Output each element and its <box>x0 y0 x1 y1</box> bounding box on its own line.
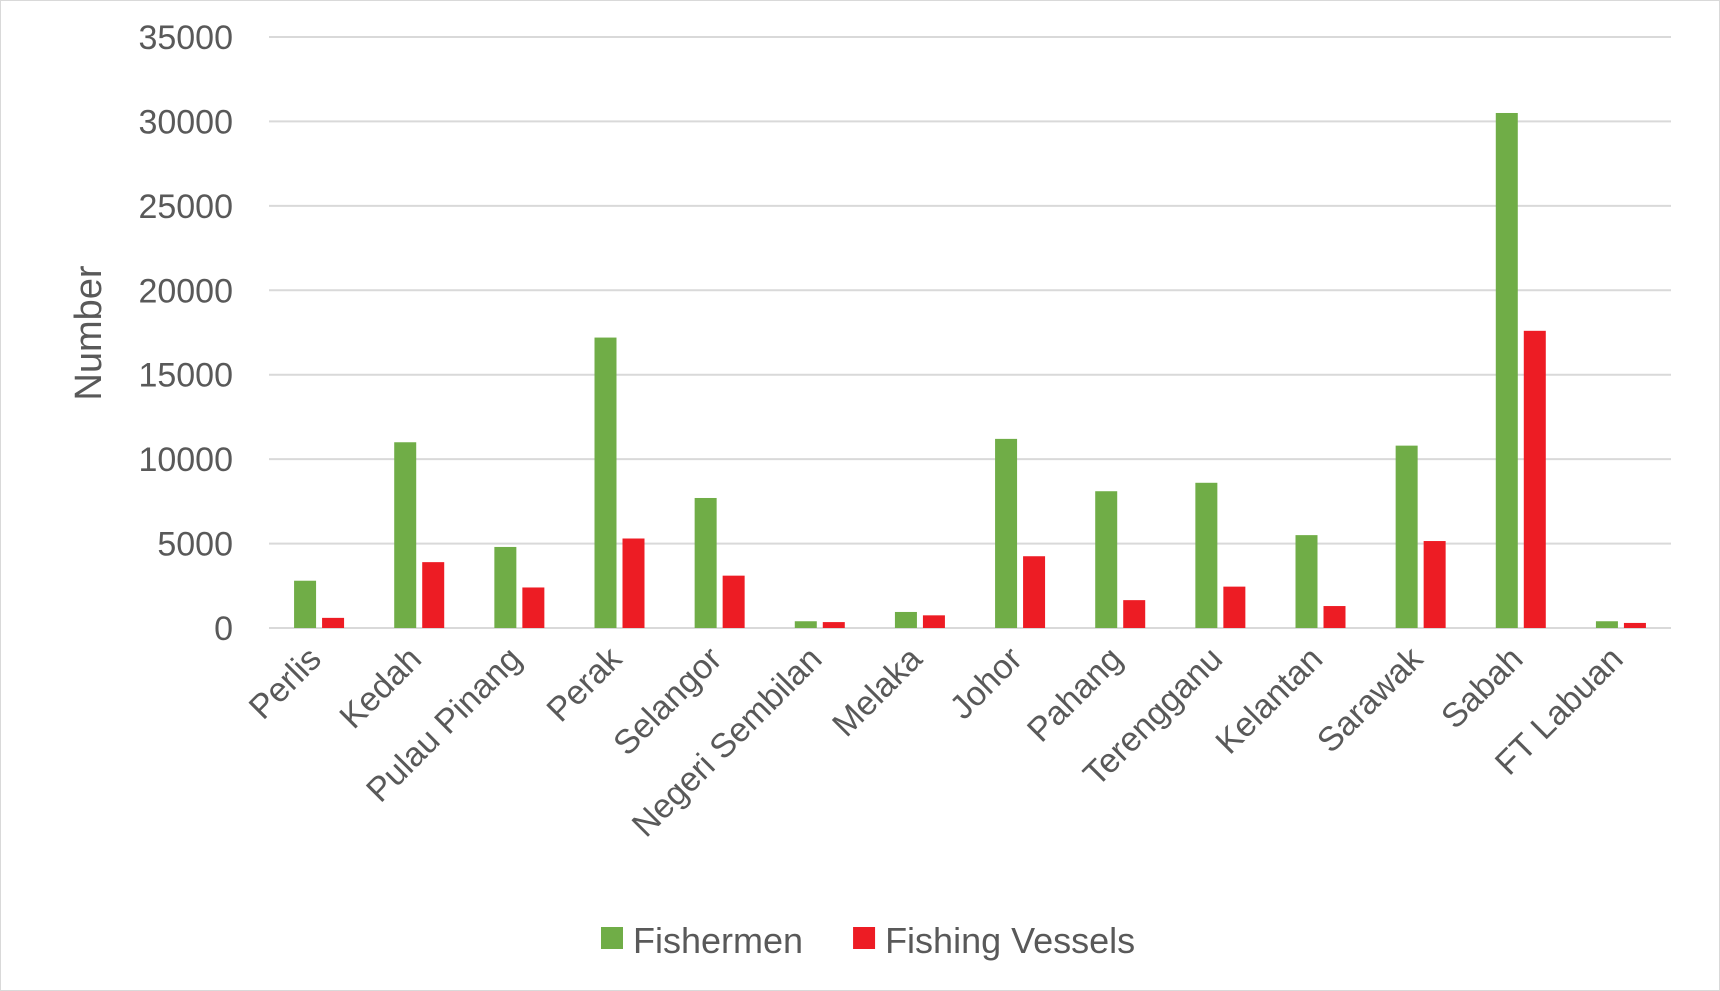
y-tick-label: 35000 <box>138 19 233 57</box>
x-category-label: Johor <box>943 640 1030 727</box>
x-category-label: Melaka <box>825 640 929 744</box>
x-category-label: Perlis <box>242 640 329 727</box>
legend-swatch <box>853 927 876 949</box>
bar-fishing-vessels <box>1123 600 1146 628</box>
y-axis-ticks: 0 5000 10000 15000 20000 25000 30000 35000 <box>138 19 233 648</box>
legend-label: Fishermen <box>633 920 803 961</box>
bar-fishing-vessels <box>1023 556 1046 628</box>
x-category-label: Sabah <box>1434 640 1530 736</box>
bar-fishermen <box>294 580 317 628</box>
bar-fishermen <box>394 442 417 628</box>
y-tick-label: 5000 <box>157 526 233 564</box>
x-category-label: Negeri Sembilan <box>625 640 830 845</box>
bar-fishermen <box>594 337 617 628</box>
bar-fishing-vessels <box>622 538 645 628</box>
bar-fishermen <box>995 438 1018 628</box>
bar-fishermen <box>494 546 517 628</box>
y-tick-label: 15000 <box>138 357 233 395</box>
y-tick-label: 25000 <box>138 188 233 226</box>
legend-swatch <box>601 927 623 949</box>
bar-fishermen <box>1295 535 1318 628</box>
bar-fishing-vessels <box>822 622 845 628</box>
y-tick-label: 10000 <box>138 441 233 479</box>
y-tick-label: 0 <box>214 610 233 648</box>
bar-fishermen <box>894 611 917 628</box>
y-tick-label: 30000 <box>138 103 233 141</box>
bar-fishermen <box>1495 112 1518 628</box>
bar-fishing-vessels <box>1223 586 1246 628</box>
bar-fishing-vessels <box>722 575 745 628</box>
bar-fishing-vessels <box>922 615 945 628</box>
x-category-label: Sarawak <box>1310 639 1431 760</box>
bars <box>294 112 1646 628</box>
legend-label: Fishing Vessels <box>885 920 1135 961</box>
gridlines <box>269 36 1671 629</box>
bar-fishermen <box>794 621 817 628</box>
legend: Fishermen Fishing Vessels <box>601 920 1135 961</box>
x-category-label: Kelantan <box>1208 640 1330 762</box>
bar-fishing-vessels <box>1323 606 1346 628</box>
y-tick-label: 20000 <box>138 272 233 310</box>
x-category-label: Kedah <box>332 640 428 736</box>
bar-fishermen <box>1195 482 1218 628</box>
y-axis-title: Number <box>68 265 110 400</box>
bar-fishing-vessels <box>1423 541 1446 628</box>
bar-fishermen <box>1595 621 1618 628</box>
bar-fishermen <box>1095 491 1118 628</box>
bar-fishing-vessels <box>522 587 545 628</box>
bar-fishing-vessels <box>1523 330 1546 628</box>
bar-fishing-vessels <box>422 562 445 628</box>
bar-fishermen <box>1395 445 1418 628</box>
x-category-label: Perak <box>539 639 629 729</box>
bar-fishing-vessels <box>322 617 345 628</box>
bar-fishing-vessels <box>1623 622 1646 628</box>
bar-fishermen <box>694 497 717 628</box>
